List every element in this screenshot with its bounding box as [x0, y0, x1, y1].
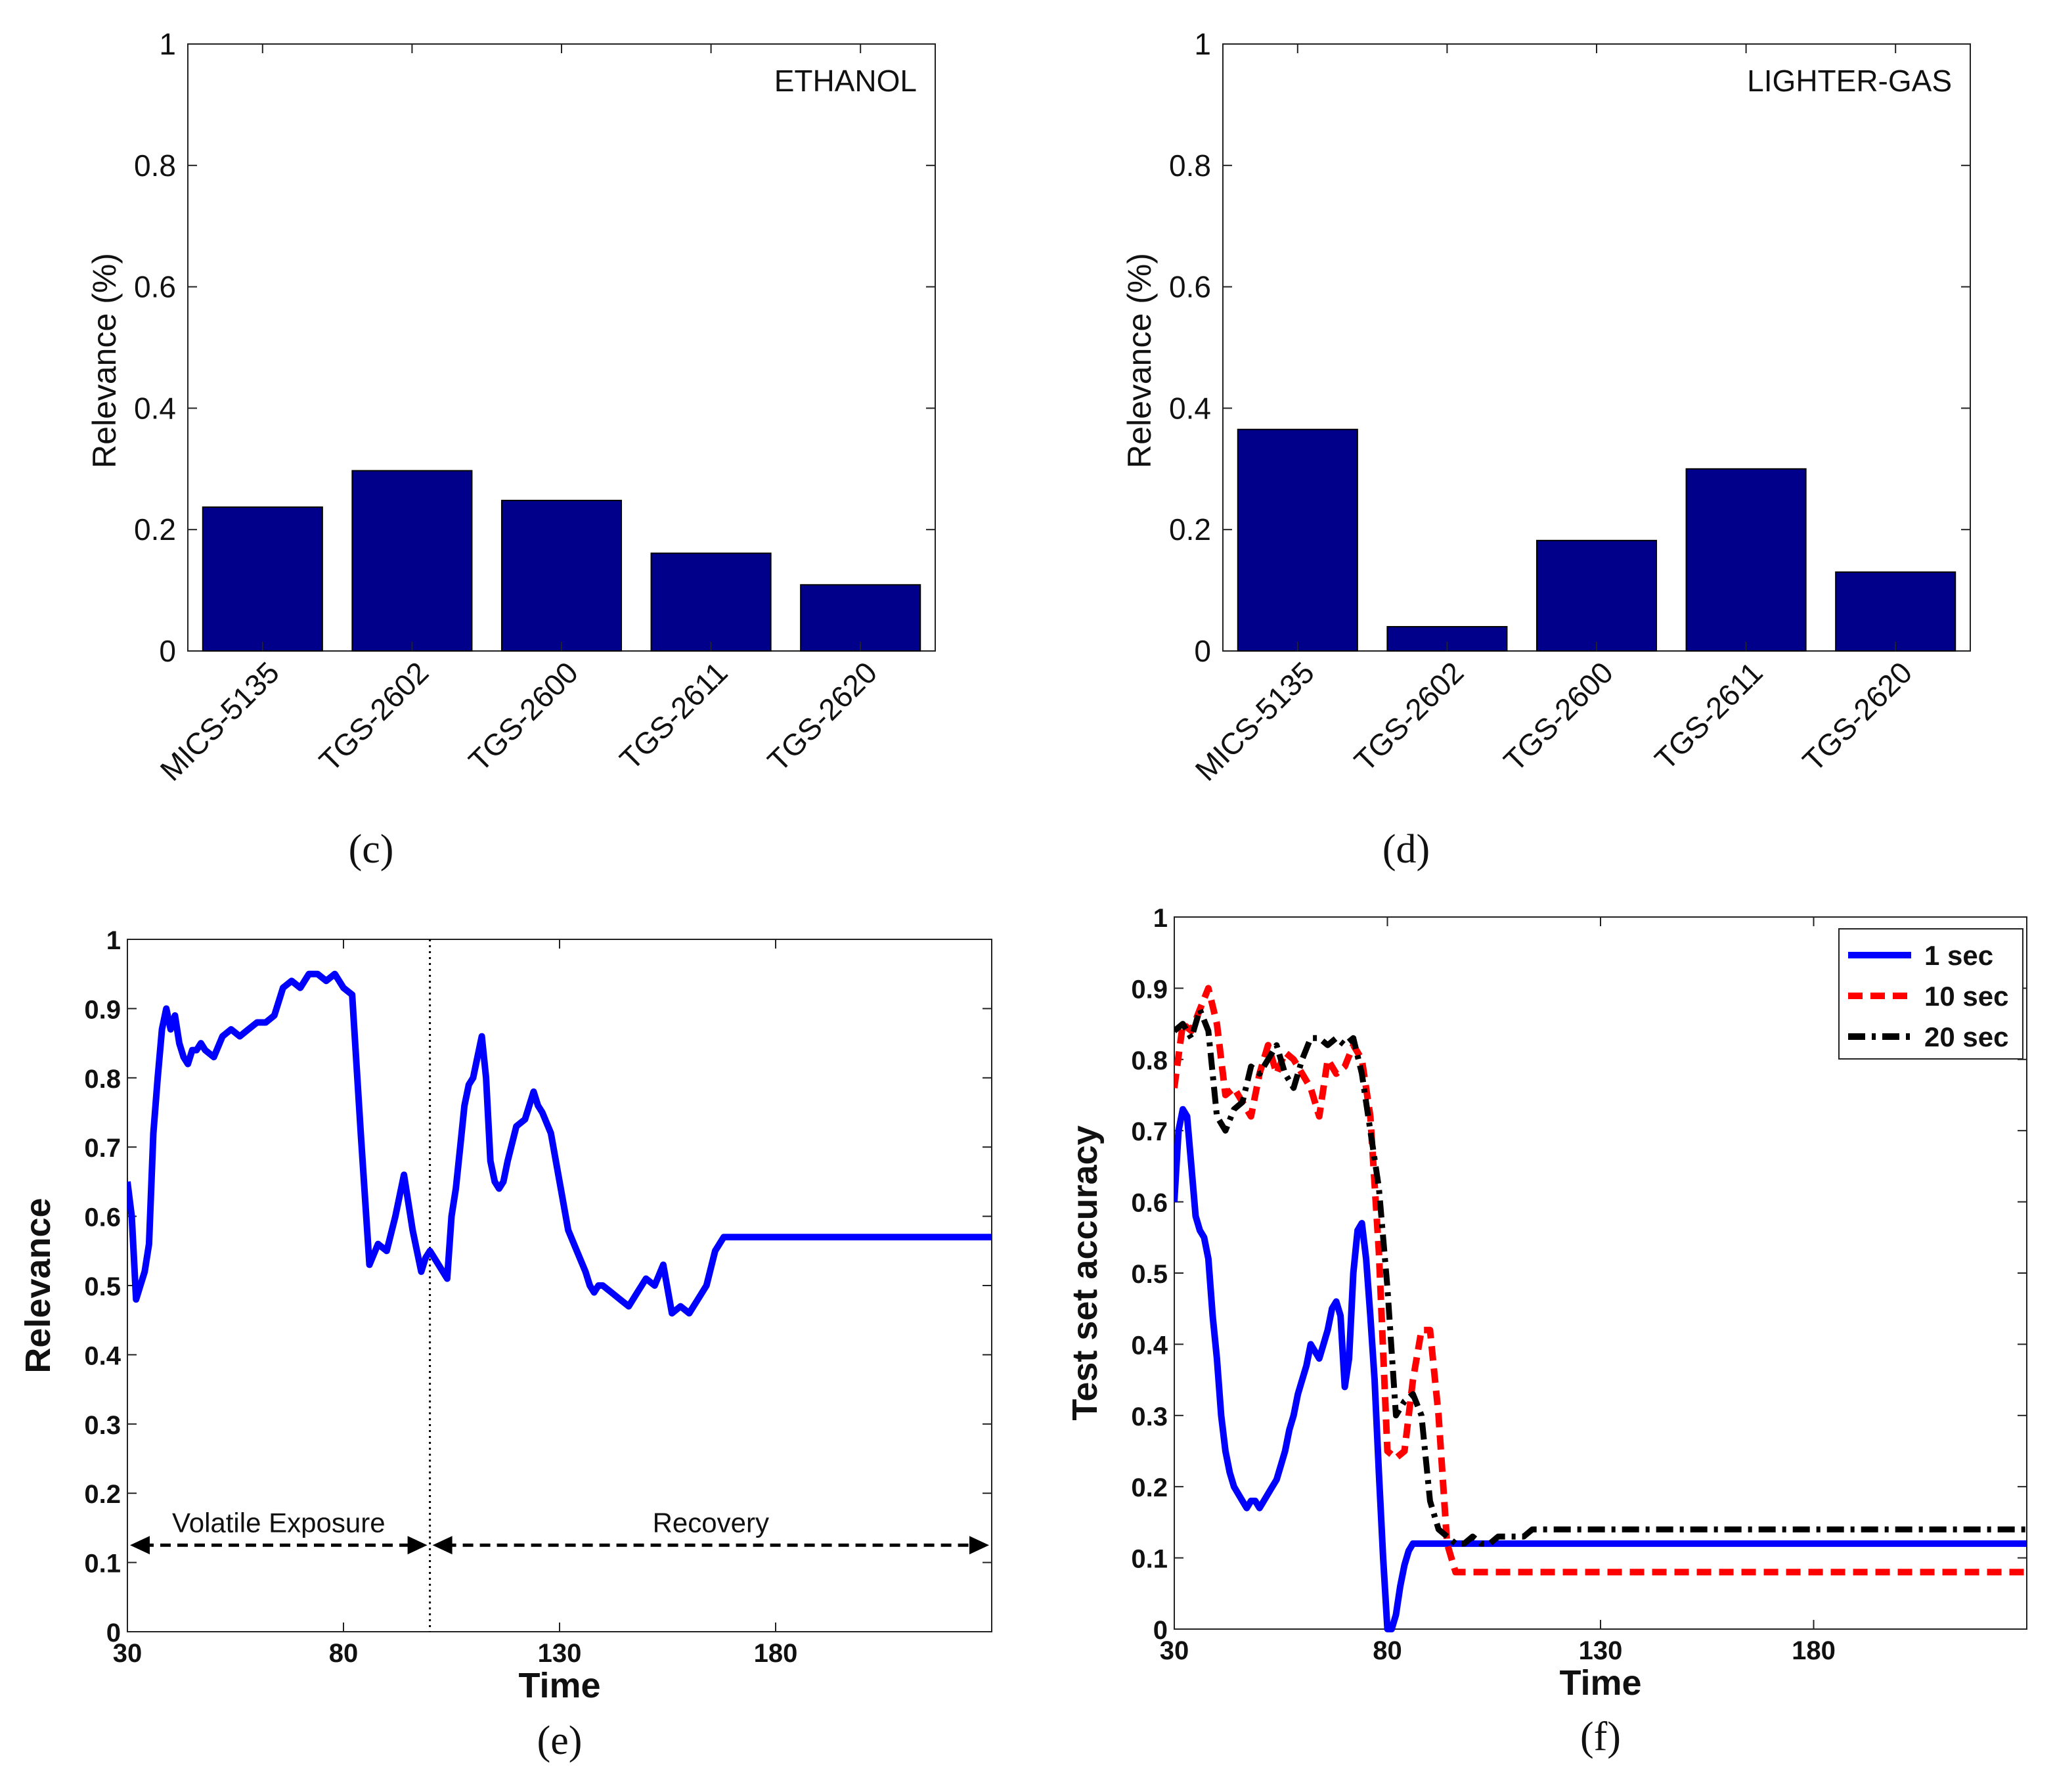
- y-tick-label: 0.2: [84, 1480, 121, 1509]
- bar-tgs-2620: [800, 584, 921, 652]
- chart-title: LIGHTER-GAS: [1747, 64, 1952, 98]
- y-tick-label: 0.6: [134, 270, 176, 304]
- bar-tgs-2600: [1536, 539, 1658, 652]
- legend-label: 10 sec: [1924, 981, 2008, 1012]
- y-tick-label: 1: [159, 27, 176, 61]
- y-tick-label: 0.6: [84, 1203, 121, 1232]
- y-tick-label: 0.4: [1131, 1331, 1168, 1360]
- y-tick-label: 1: [106, 926, 121, 955]
- x-tick-label: TGS-2620: [1796, 655, 1918, 778]
- annotation-label: Volatile Exposure: [172, 1507, 386, 1538]
- y-tick-label: 0.2: [1131, 1473, 1168, 1502]
- x-tick-label: 30: [113, 1639, 143, 1668]
- y-tick-label: 0.6: [1131, 1189, 1168, 1218]
- y-tick-label: 0.9: [84, 995, 121, 1024]
- arrow-head-right: [407, 1536, 428, 1555]
- legend-label: 1 sec: [1924, 940, 1993, 971]
- x-tick-label: 180: [754, 1639, 798, 1668]
- y-axis-label: Relevance (%): [86, 253, 123, 468]
- x-tick-label: 80: [329, 1639, 359, 1668]
- y-tick-label: 0.8: [84, 1065, 121, 1094]
- x-tick-label: TGS-2620: [761, 655, 883, 778]
- arrow-head-right: [969, 1536, 989, 1555]
- bar-tgs-2600: [500, 499, 623, 652]
- y-tick-label: 0.3: [1131, 1402, 1168, 1431]
- y-axis-label: Relevance (%): [1121, 253, 1158, 468]
- y-tick-label: 0.1: [84, 1550, 121, 1579]
- x-tick-label: 130: [538, 1639, 582, 1668]
- y-tick-label: 0.8: [134, 148, 176, 183]
- y-tick-label: 0.1: [1131, 1545, 1168, 1574]
- x-axis-label: Time: [518, 1666, 600, 1705]
- x-tick-label: 130: [1579, 1636, 1623, 1665]
- x-tick-label: 30: [1160, 1636, 1189, 1665]
- y-tick-label: 0.3: [84, 1411, 121, 1440]
- y-tick-label: 0.6: [1169, 270, 1211, 304]
- panel-label: (e): [537, 1718, 583, 1763]
- y-tick-label: 0.8: [1131, 1046, 1168, 1075]
- x-tick-label: MICS-5135: [1189, 655, 1321, 787]
- x-tick-label: 80: [1373, 1636, 1402, 1665]
- y-tick-label: 0.7: [84, 1134, 121, 1163]
- y-tick-label: 0: [159, 634, 176, 668]
- series-line-20-sec: [1174, 1006, 2027, 1547]
- arrow-head-left: [432, 1536, 453, 1555]
- panel-label: (d): [1382, 827, 1430, 872]
- y-tick-label: 0: [1194, 634, 1211, 668]
- y-tick-label: 0.4: [134, 391, 176, 425]
- chart-title: ETHANOL: [774, 64, 917, 98]
- x-tick-label: 180: [1792, 1636, 1836, 1665]
- series-line-0: [127, 970, 992, 1317]
- x-tick-label: TGS-2611: [613, 655, 734, 776]
- y-tick-label: 0.4: [1169, 391, 1211, 425]
- y-tick-label: 0.7: [1131, 1117, 1168, 1146]
- y-tick-label: 0.2: [1169, 512, 1211, 547]
- x-tick-label: TGS-2611: [1648, 655, 1769, 776]
- y-tick-label: 0.8: [1169, 148, 1211, 183]
- panel-label: (c): [349, 827, 394, 872]
- series-line-10-sec: [1174, 985, 2027, 1576]
- bar-mics-5135: [202, 506, 323, 652]
- bar-mics-5135: [1237, 428, 1358, 652]
- y-tick-label: 1: [1153, 904, 1168, 933]
- bar-tgs-2611: [1685, 468, 1807, 652]
- arrow-head-left: [130, 1536, 150, 1555]
- y-tick-label: 0.2: [134, 512, 176, 547]
- bar-tgs-2602: [351, 470, 473, 652]
- y-tick-label: 1: [1194, 27, 1211, 61]
- x-tick-label: MICS-5135: [154, 655, 286, 787]
- x-tick-label: TGS-2600: [1497, 655, 1620, 778]
- x-tick-label: TGS-2602: [1348, 655, 1470, 778]
- legend-box: [1838, 928, 2023, 1060]
- y-tick-label: 0.5: [1131, 1260, 1168, 1289]
- y-tick-label: 0: [106, 1619, 121, 1647]
- annotation-label: Recovery: [653, 1507, 769, 1538]
- series-line-1-sec: [1174, 1106, 2027, 1632]
- panel-label: (f): [1580, 1714, 1621, 1759]
- y-tick-label: 0.5: [84, 1272, 121, 1301]
- y-tick-label: 0.9: [1131, 975, 1168, 1004]
- y-axis-label: Relevance: [18, 1198, 58, 1373]
- x-tick-label: TGS-2600: [462, 655, 585, 778]
- y-axis-label: Test set accuracy: [1065, 1125, 1105, 1420]
- y-tick-label: 0.4: [84, 1341, 121, 1370]
- y-tick-label: 0: [1153, 1616, 1168, 1645]
- plot-area: [127, 939, 992, 1632]
- bar-tgs-2611: [650, 552, 772, 652]
- legend-label: 20 sec: [1924, 1021, 2008, 1052]
- x-axis-label: Time: [1559, 1663, 1641, 1703]
- x-tick-label: TGS-2602: [313, 655, 435, 778]
- bar-tgs-2620: [1835, 571, 1956, 652]
